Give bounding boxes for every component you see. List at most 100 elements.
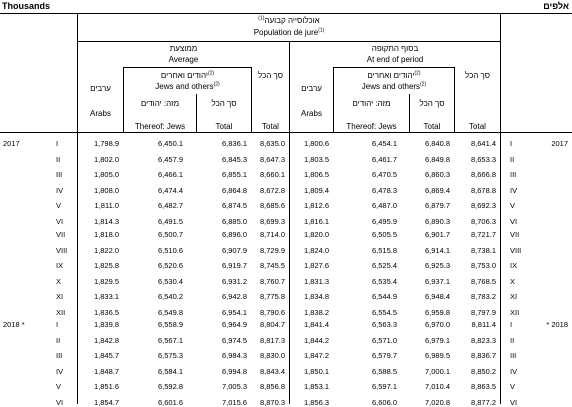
end-period-value-cell: 1,809.4 bbox=[303, 185, 329, 195]
end-total-en: Total bbox=[423, 122, 441, 131]
average-value-cell: 1,798.9 bbox=[93, 139, 119, 148]
average-value-cell: 6,540.2 bbox=[157, 292, 183, 302]
end-col-divider-3 bbox=[454, 67, 455, 132]
average-value-cell: 6,500.7 bbox=[157, 230, 183, 239]
average-value-cell: 1,842.8 bbox=[93, 335, 119, 345]
year-label-right: * 2018 bbox=[546, 320, 568, 329]
avg-jews-rule bbox=[123, 67, 251, 68]
average-value-cell: 1,845.7 bbox=[93, 351, 119, 361]
month-label-right: IV bbox=[510, 185, 518, 195]
year-label-right: 2017 bbox=[551, 139, 568, 148]
end-period-value-cell: 7,000.1 bbox=[424, 366, 450, 376]
avg-thereof-he: מזה: יהודים bbox=[140, 99, 180, 108]
end-period-value-cell: 8,811.4 bbox=[471, 320, 496, 329]
end-grand-total-he: סך הכל bbox=[464, 71, 490, 80]
month-label-right: VI bbox=[510, 398, 518, 407]
average-value-cell: 8,775.8 bbox=[259, 292, 285, 302]
month-label-right: IV bbox=[510, 366, 518, 376]
end-period-value-cell: 6,849.8 bbox=[424, 154, 450, 164]
average-value-cell: 6,974.5 bbox=[221, 335, 247, 345]
average-header-he: ממוצעת bbox=[169, 44, 198, 53]
end-jews-en: Jews and others(2) bbox=[361, 81, 427, 91]
average-value-cell: 6,474.4 bbox=[157, 185, 183, 195]
month-label-left: V bbox=[56, 382, 62, 392]
month-label-right: VIII bbox=[510, 245, 522, 255]
month-label-left: III bbox=[56, 351, 63, 361]
average-value-cell: 6,457.9 bbox=[157, 154, 183, 164]
average-value-cell: 6,592.8 bbox=[157, 382, 183, 392]
end-period-value-cell: 7,020.8 bbox=[424, 398, 450, 407]
end-period-value-cell: 1,841.4 bbox=[303, 320, 329, 329]
end-period-value-cell: 1,820.0 bbox=[303, 230, 329, 239]
month-label-left: III bbox=[56, 170, 63, 180]
end-col-divider-1 bbox=[333, 67, 334, 132]
average-value-cell: 6,836.1 bbox=[221, 139, 247, 148]
end-period-value-cell: 1,853.1 bbox=[303, 382, 329, 392]
group-header-en: Population de jure(1) bbox=[253, 27, 325, 37]
end-period-value-cell: 1,847.2 bbox=[303, 351, 329, 361]
average-value-cell: 6,558.9 bbox=[157, 320, 183, 329]
average-value-cell: 1,822.0 bbox=[93, 245, 119, 255]
average-value-cell: 1,814.3 bbox=[93, 217, 119, 226]
average-value-cell: 8,635.0 bbox=[259, 139, 285, 148]
month-label-left: VI bbox=[56, 217, 64, 226]
average-value-cell: 6,584.1 bbox=[157, 366, 183, 376]
end-period-value-cell: 6,554.5 bbox=[371, 308, 397, 317]
average-value-cell: 8,714.0 bbox=[259, 230, 285, 239]
end-period-value-cell: 8,850.2 bbox=[470, 366, 496, 376]
end-period-value-cell: 8,797.9 bbox=[470, 308, 496, 317]
average-value-cell: 1,805.0 bbox=[93, 170, 119, 180]
end-period-value-cell: 1,831.3 bbox=[303, 276, 329, 286]
end-thereof-he: מזה: יהודים bbox=[352, 99, 391, 108]
month-label-right: III bbox=[510, 351, 517, 361]
month-label-right: I bbox=[510, 320, 513, 329]
month-label-left: XI bbox=[56, 292, 64, 302]
end-period-value-cell: 6,525.4 bbox=[371, 261, 397, 271]
end-period-value-cell: 1,827.6 bbox=[303, 261, 329, 271]
end-period-value-cell: 6,890.3 bbox=[424, 217, 450, 226]
end-period-value-cell: 6,579.7 bbox=[371, 351, 397, 361]
end-period-value-cell: 8,692.3 bbox=[470, 201, 496, 211]
average-value-cell: 6,482.7 bbox=[157, 201, 183, 211]
month-label-right: XI bbox=[510, 292, 518, 302]
month-label-right: XII bbox=[510, 308, 520, 317]
end-period-value-cell: 8,823.3 bbox=[470, 335, 496, 345]
average-value-cell: 8,647.3 bbox=[259, 154, 285, 164]
average-value-cell: 1,818.0 bbox=[93, 230, 119, 239]
month-label-right: X bbox=[510, 276, 516, 286]
average-value-cell: 1,829.5 bbox=[93, 276, 119, 286]
average-value-cell: 6,931.2 bbox=[221, 276, 247, 286]
avg-arabs-he: ערבים bbox=[90, 84, 111, 93]
end-col-divider-2 bbox=[409, 94, 410, 132]
end-period-value-cell: 6,989.5 bbox=[424, 351, 450, 361]
average-value-cell: 6,549.8 bbox=[157, 308, 183, 317]
units-label-en: Thousands bbox=[2, 1, 51, 11]
end-period-value-cell: 6,563.3 bbox=[371, 320, 397, 329]
left-stub-divider bbox=[77, 13, 78, 404]
month-label-right: I bbox=[510, 139, 513, 148]
section-divider bbox=[289, 41, 290, 404]
avg-arabs-en: Arabs bbox=[90, 109, 111, 118]
end-period-value-cell: 6,597.1 bbox=[371, 382, 397, 392]
average-value-cell: 1,848.7 bbox=[93, 366, 119, 376]
average-value-cell: 6,491.5 bbox=[157, 217, 183, 226]
average-value-cell: 6,575.3 bbox=[157, 351, 183, 361]
average-value-cell: 1,833.1 bbox=[93, 292, 119, 302]
end-thereof-en: Thereof: Jews bbox=[346, 122, 397, 131]
average-value-cell: 6,845.3 bbox=[221, 154, 247, 164]
end-period-value-cell: 6,487.0 bbox=[371, 201, 397, 211]
average-value-cell: 6,510.6 bbox=[157, 245, 183, 255]
end-period-value-cell: 6,948.4 bbox=[424, 292, 450, 302]
average-value-cell: 8,856.8 bbox=[259, 382, 285, 392]
year-label-left: 2018 * bbox=[3, 320, 25, 329]
average-value-cell: 1,854.7 bbox=[93, 398, 119, 407]
end-period-value-cell: 6,535.4 bbox=[371, 276, 397, 286]
end-period-value-cell: 8,863.5 bbox=[470, 382, 496, 392]
average-value-cell: 8,685.6 bbox=[259, 201, 285, 211]
month-label-left: I bbox=[56, 320, 59, 329]
average-value-cell: 1,836.5 bbox=[93, 308, 119, 317]
end-jews-rule bbox=[333, 67, 454, 68]
end-jews-he: (2)יהודים ואחרים bbox=[367, 70, 421, 80]
average-value-cell: 8,729.9 bbox=[259, 245, 285, 255]
average-value-cell: 1,811.0 bbox=[94, 201, 119, 211]
